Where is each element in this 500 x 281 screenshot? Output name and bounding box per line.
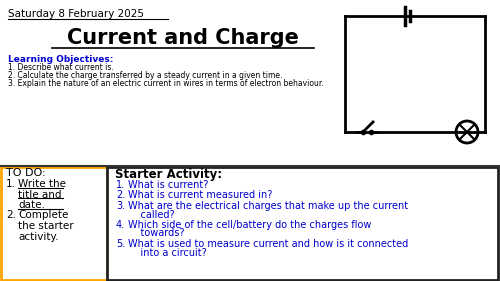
Text: 4.: 4. xyxy=(116,220,125,230)
Text: 3.: 3. xyxy=(116,201,125,211)
FancyBboxPatch shape xyxy=(1,167,107,280)
Text: What is current?: What is current? xyxy=(128,180,208,190)
Text: 2.: 2. xyxy=(116,191,125,201)
FancyBboxPatch shape xyxy=(107,167,498,280)
Text: TO DO:: TO DO: xyxy=(6,168,46,178)
Text: 1. Describe what current is.: 1. Describe what current is. xyxy=(8,63,114,72)
Text: 1.: 1. xyxy=(116,180,125,190)
Text: Which side of the cell/battery do the charges flow: Which side of the cell/battery do the ch… xyxy=(128,220,372,230)
Text: date.: date. xyxy=(18,200,45,210)
Text: Current and Charge: Current and Charge xyxy=(67,28,299,48)
Text: 5.: 5. xyxy=(116,239,125,249)
Text: 3. Explain the nature of an electric current in wires in terms of electron behav: 3. Explain the nature of an electric cur… xyxy=(8,79,324,88)
Text: title and: title and xyxy=(18,189,62,200)
Text: towards?: towards? xyxy=(128,228,184,239)
Text: activity.: activity. xyxy=(18,232,59,241)
Text: Learning Objectives:: Learning Objectives: xyxy=(8,55,114,64)
Text: What is used to measure current and how is it connected: What is used to measure current and how … xyxy=(128,239,408,249)
Text: Complete: Complete xyxy=(18,210,68,221)
Text: What are the electrical charges that make up the current: What are the electrical charges that mak… xyxy=(128,201,408,211)
Text: What is current measured in?: What is current measured in? xyxy=(128,191,272,201)
Text: 2.: 2. xyxy=(6,210,16,221)
Text: Saturday 8 February 2025: Saturday 8 February 2025 xyxy=(8,9,144,19)
Text: into a circuit?: into a circuit? xyxy=(128,248,207,257)
Text: 2. Calculate the charge transferred by a steady current in a given time.: 2. Calculate the charge transferred by a… xyxy=(8,71,282,80)
Text: called?: called? xyxy=(128,210,174,219)
Text: the starter: the starter xyxy=(18,221,74,231)
Text: 1.: 1. xyxy=(6,179,16,189)
Text: Write the: Write the xyxy=(18,179,66,189)
Text: Starter Activity:: Starter Activity: xyxy=(115,168,222,181)
